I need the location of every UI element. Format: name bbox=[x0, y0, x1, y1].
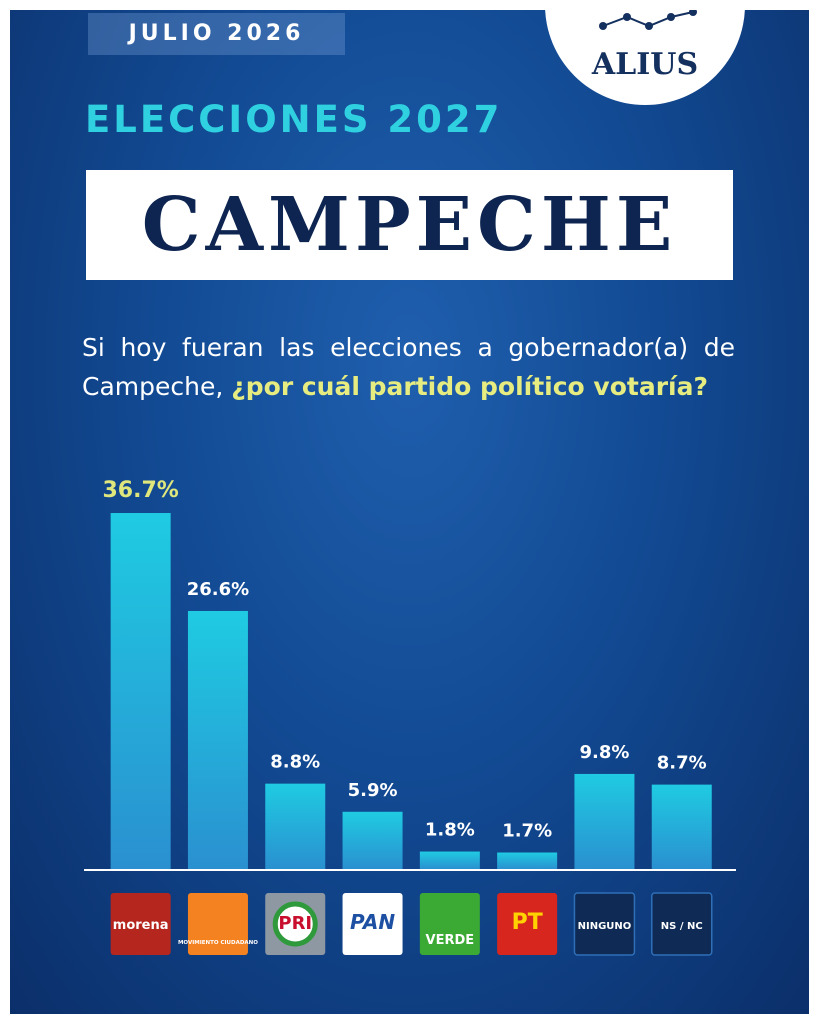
value-label: 1.8% bbox=[425, 820, 475, 841]
category-label: NINGUNO bbox=[578, 921, 632, 932]
party-logo bbox=[110, 893, 171, 955]
bar bbox=[574, 773, 635, 869]
category-label: PT bbox=[512, 910, 543, 935]
party-logo bbox=[651, 892, 713, 956]
bar bbox=[651, 784, 712, 869]
party-logo bbox=[497, 893, 558, 955]
brand: ALIUS bbox=[591, 47, 699, 82]
value-label: 9.8% bbox=[579, 742, 629, 763]
logo-circle bbox=[272, 901, 318, 947]
bar bbox=[342, 811, 403, 869]
party-logo bbox=[419, 893, 480, 955]
brand-logo: ALIUS bbox=[545, 10, 745, 105]
party-logo bbox=[342, 893, 403, 955]
party-logo bbox=[573, 892, 636, 956]
supertitle: ELECCIONES 2027 bbox=[85, 98, 503, 141]
value-label: 8.7% bbox=[657, 753, 707, 774]
title-box: CAMPECHE bbox=[86, 170, 733, 280]
chart: 36.7% morena 26.6% MOVIMIENTO CIUDADANO 8.8%… bbox=[84, 478, 736, 956]
question: Si hoy fueran las elecciones a gobernado… bbox=[82, 328, 735, 406]
category-label: NS / NC bbox=[661, 921, 703, 932]
category-label: VERDE bbox=[426, 933, 475, 948]
category-label: MOVIMIENTO CIUDADANO bbox=[178, 940, 258, 946]
bar bbox=[187, 610, 248, 869]
value-label: 36.7% bbox=[102, 478, 178, 503]
category-label: PAN bbox=[350, 910, 395, 934]
question-highlight: ¿por cuál partido político votaría? bbox=[231, 372, 708, 401]
bar bbox=[265, 783, 326, 869]
category-label: PRI bbox=[278, 913, 312, 934]
bar bbox=[110, 513, 171, 869]
value-label: 1.7% bbox=[502, 821, 552, 842]
party-logo bbox=[187, 893, 248, 955]
question-text: Si hoy fueran las elecciones a gobernado… bbox=[82, 333, 735, 401]
category-label: morena bbox=[113, 918, 169, 933]
logo-icon bbox=[599, 10, 697, 30]
frame: JULIO 2026 ALIUS ELECCIONES 2027 CAMPECH… bbox=[10, 10, 809, 1014]
value-label: 8.8% bbox=[270, 752, 320, 773]
value-label: 26.6% bbox=[187, 579, 249, 600]
bar bbox=[497, 852, 558, 869]
bar bbox=[419, 851, 480, 869]
date: JULIO 2026 bbox=[88, 13, 345, 55]
value-label: 5.9% bbox=[348, 780, 398, 801]
title: CAMPECHE bbox=[141, 182, 678, 268]
